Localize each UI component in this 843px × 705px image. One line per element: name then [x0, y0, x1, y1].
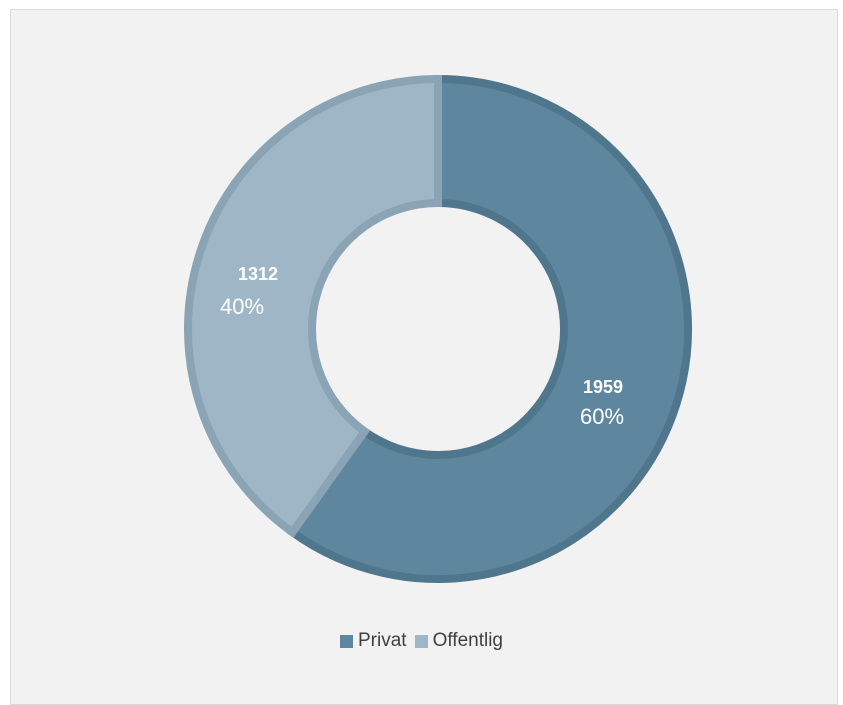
data-label-value-privat: 1959	[583, 377, 623, 397]
data-label-percent-offentlig: 40%	[220, 294, 264, 319]
legend-item-offentlig[interactable]: Offentlig	[414, 630, 503, 652]
legend-swatch-privat	[340, 634, 353, 648]
data-label-value-offentlig: 1312	[238, 264, 278, 284]
legend: Privat Offentlig	[0, 630, 843, 652]
slice-privat[interactable]	[286, 74, 692, 583]
legend-label-privat: Privat	[358, 630, 407, 651]
legend-item-privat[interactable]: Privat	[340, 630, 407, 652]
legend-label-offentlig: Offentlig	[432, 630, 503, 651]
data-label-percent-privat: 60%	[580, 404, 624, 429]
slice-offentlig[interactable]	[184, 74, 442, 538]
legend-swatch-offentlig	[414, 634, 428, 648]
